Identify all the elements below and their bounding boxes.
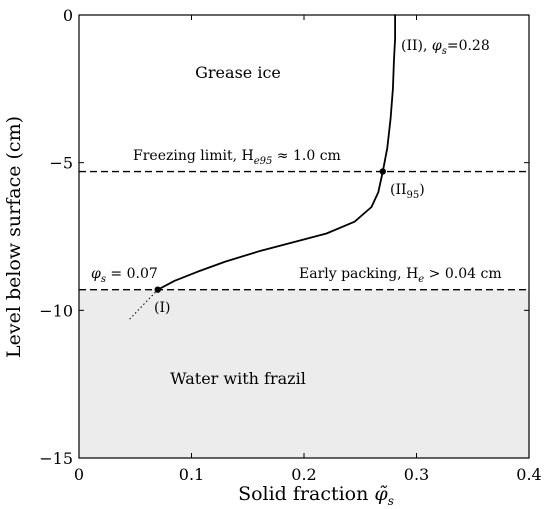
point-label-I: (I) bbox=[154, 300, 170, 316]
x-tick-labels: 0 0.1 0.2 0.3 0.4 bbox=[74, 465, 542, 484]
chart-marks bbox=[78, 14, 530, 459]
x-tick-label-0: 0 bbox=[74, 465, 84, 484]
y-tick-label-2: −10 bbox=[39, 301, 73, 320]
y-axis-label: Level below surface (cm) bbox=[3, 116, 25, 358]
x-tick-label-1: 0.1 bbox=[179, 465, 204, 484]
upper-region-label: Grease ice bbox=[195, 63, 281, 82]
extrapolation-line bbox=[129, 289, 159, 320]
point-label-II95: (II95) bbox=[390, 182, 425, 201]
x-tick-label-2: 0.2 bbox=[291, 465, 316, 484]
freezing-limit-label: Freezing limit, He95 ≈ 1.0 cm bbox=[133, 148, 341, 167]
early-packing-label: Early packing, He > 0.04 cm bbox=[299, 266, 502, 285]
y-tick-labels: 0 −5 −10 −15 bbox=[39, 6, 73, 468]
point-0 bbox=[154, 286, 161, 293]
x-tick-label-4: 0.4 bbox=[516, 465, 541, 484]
top-annotation: (II), φs=0.28 bbox=[401, 38, 490, 57]
x-axis-label: Solid fraction φ̃s bbox=[238, 483, 394, 508]
lower-region-label: Water with frazil bbox=[170, 369, 306, 388]
y-tick-label-0: 0 bbox=[63, 6, 73, 25]
series-line-0 bbox=[156, 14, 397, 291]
x-tick-label-3: 0.3 bbox=[404, 465, 429, 484]
lower-region-shade bbox=[79, 289, 529, 458]
point-1 bbox=[379, 168, 386, 175]
y-tick-label-3: −15 bbox=[39, 449, 73, 468]
left-annotation: φs = 0.07 bbox=[91, 266, 158, 285]
y-tick-label-1: −5 bbox=[49, 154, 73, 173]
